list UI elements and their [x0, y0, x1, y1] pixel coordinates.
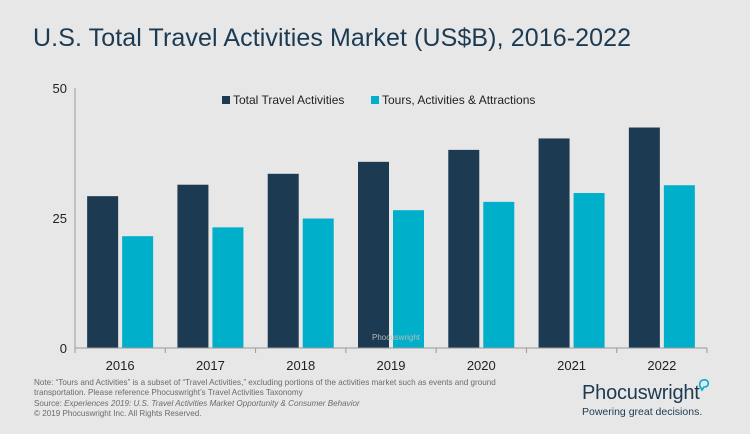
bars-layer	[87, 127, 695, 349]
x-tick-label: 2017	[196, 358, 225, 373]
x-tick-marks	[74, 348, 708, 353]
copyright: © 2019 Phocuswright Inc. All Rights Rese…	[34, 408, 202, 418]
y-tick-labels: 0 25 50	[53, 81, 67, 356]
brand-name: Phocuswright	[582, 382, 700, 404]
bar-total-2019	[358, 161, 389, 348]
x-tick-label: 2018	[286, 358, 315, 373]
y-tick-label: 0	[60, 341, 67, 356]
bar-tours-2022	[663, 185, 695, 348]
bar-tours-2021	[573, 193, 605, 348]
bar-tours-2018	[302, 218, 334, 348]
bar-tours-2016	[122, 236, 154, 348]
x-tick-label: 2022	[647, 358, 676, 373]
bar-total-2016	[87, 196, 119, 348]
brand-logo: Phocuswright Powering great decisions.	[582, 379, 732, 418]
x-tick-label: 2016	[106, 358, 135, 373]
chart-title: U.S. Total Travel Activities Market (US$…	[33, 24, 632, 52]
bar-total-2022	[628, 127, 660, 349]
note-line-2: transportation. Please reference Phocusw…	[34, 388, 303, 398]
source-title: Experiences 2019: U.S. Travel Activities…	[64, 398, 360, 408]
source-prefix: Source:	[34, 398, 65, 408]
bar-chart: 0 25 50 2016 2017 2018 2019 2020 2021 2022 Total…	[53, 81, 708, 373]
legend-swatch	[371, 96, 379, 104]
y-tick-label: 50	[53, 81, 67, 96]
bar-total-2017	[177, 184, 209, 348]
x-tick-labels: 2016 2017 2018 2019 2020 2021 2022	[106, 358, 677, 373]
bar-total-2020	[448, 149, 480, 348]
watermark-text: Phocuswright	[372, 333, 421, 342]
y-tick-label: 25	[53, 211, 67, 226]
brand-tagline: Powering great decisions.	[582, 406, 703, 418]
footnotes: Note: “Tours and Activities” is a subset…	[34, 378, 554, 419]
x-tick-label: 2020	[467, 358, 496, 373]
legend: Total Travel Activities Tours, Activities…	[222, 93, 535, 107]
bar-total-2018	[267, 173, 299, 348]
legend-swatch	[222, 96, 230, 104]
x-tick-label: 2021	[557, 358, 586, 373]
bar-tours-2017	[212, 227, 244, 348]
legend-label: Tours, Activities & Attractions	[382, 93, 535, 107]
bar-tours-2019	[393, 210, 424, 348]
bar-tours-2020	[483, 201, 515, 348]
note-line-1: Note: “Tours and Activities” is a subset…	[34, 378, 496, 387]
bar-total-2021	[538, 138, 570, 348]
legend-label: Total Travel Activities	[233, 93, 344, 107]
speech-bubble-icon	[698, 379, 709, 392]
x-tick-label: 2019	[377, 358, 406, 373]
source-line: Source: Experiences 2019: U.S. Travel Ac…	[34, 399, 554, 409]
